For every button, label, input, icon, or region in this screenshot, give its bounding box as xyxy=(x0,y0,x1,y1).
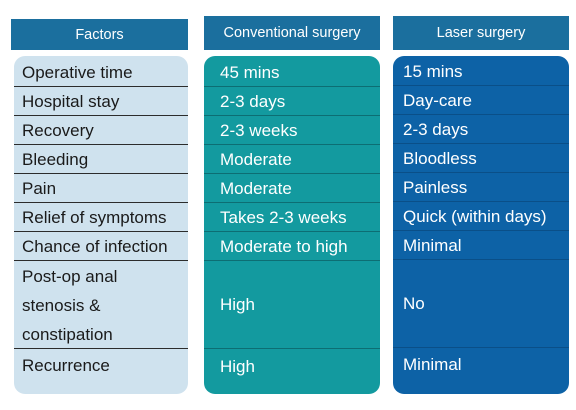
conventional-recurrence: High xyxy=(220,356,255,376)
factor-post-op-anal-stenosis: Post-op anal stenosis & constipation xyxy=(14,261,188,349)
factor-operative-time: Operative time xyxy=(14,58,188,87)
factor-post-op-line-3: constipation xyxy=(22,325,113,344)
factor-post-op-line-1: Post-op anal xyxy=(22,267,118,286)
conventional-relief-of-symptoms: Takes 2-3 weeks xyxy=(204,203,380,232)
laser-post-op: No xyxy=(393,260,569,348)
laser-pain: Painless xyxy=(393,173,569,202)
laser-bleeding: Bloodless xyxy=(393,144,569,173)
conventional-bleeding: Moderate xyxy=(204,145,380,174)
conventional-operative-time: 45 mins xyxy=(204,58,380,87)
factor-pain: Pain xyxy=(14,174,188,203)
factor-post-op-line-2: stenosis & xyxy=(22,296,101,315)
factor-bleeding: Bleeding xyxy=(14,145,188,174)
header-factors: Factors xyxy=(11,19,188,50)
factor-recurrence: Recurrence xyxy=(22,356,110,375)
conventional-chance-of-infection: Moderate to high xyxy=(204,232,380,261)
factor-hospital-stay: Hospital stay xyxy=(14,87,188,116)
conventional-hospital-stay: 2-3 days xyxy=(204,87,380,116)
laser-hospital-stay: Day-care xyxy=(393,86,569,115)
factor-recovery: Recovery xyxy=(14,116,188,145)
laser-relief-of-symptoms: Quick (within days) xyxy=(393,202,569,231)
header-laser-surgery: Laser surgery xyxy=(393,16,569,50)
laser-recovery: 2-3 days xyxy=(393,115,569,144)
factors-column: Operative time Hospital stay Recovery Bl… xyxy=(14,56,188,394)
factor-relief-of-symptoms: Relief of symptoms xyxy=(14,203,188,232)
laser-recurrence: Minimal xyxy=(403,355,462,374)
conventional-post-op: High xyxy=(204,261,380,349)
laser-operative-time: 15 mins xyxy=(393,57,569,86)
factor-chance-of-infection: Chance of infection xyxy=(14,232,188,261)
laser-chance-of-infection: Minimal xyxy=(393,231,569,260)
header-conventional-surgery: Conventional surgery xyxy=(204,16,380,50)
conventional-surgery-column: 45 mins 2-3 days 2-3 weeks Moderate Mode… xyxy=(204,56,380,394)
conventional-recovery: 2-3 weeks xyxy=(204,116,380,145)
conventional-pain: Moderate xyxy=(204,174,380,203)
laser-surgery-column: 15 mins Day-care 2-3 days Bloodless Pain… xyxy=(393,56,569,394)
